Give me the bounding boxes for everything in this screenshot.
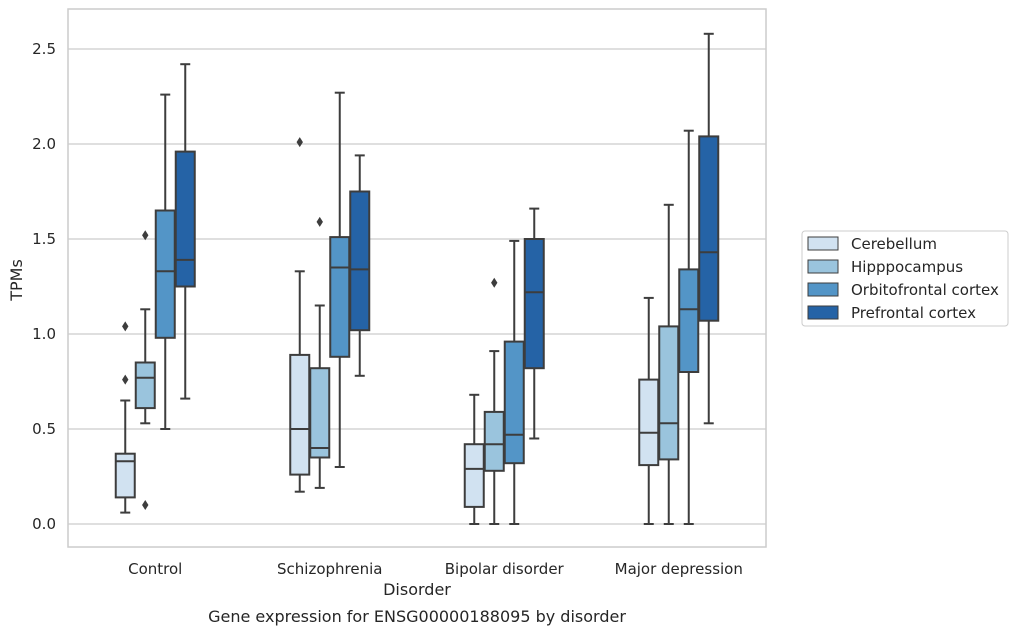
outlier-point — [316, 216, 323, 227]
y-tick-label: 2.0 — [32, 135, 56, 153]
box-hipppocampus — [658, 203, 680, 525]
y-axis-label: TPMs — [7, 259, 26, 302]
x-axis-ticks: Control Schizophrenia Bipolar disorder Majo… — [128, 560, 743, 578]
legend-label: Prefrontal cortex — [851, 304, 976, 322]
box-orbitofrontal-cortex — [678, 129, 700, 525]
y-tick-label: 1.5 — [32, 230, 56, 248]
legend-swatch — [807, 305, 839, 320]
outlier-point — [142, 500, 149, 510]
iqr-box — [483, 410, 505, 472]
legend-frame — [801, 230, 1009, 327]
box-prefrontal-cortex — [698, 32, 720, 425]
box-orbitofrontal-cortex — [503, 239, 525, 525]
box-orbitofrontal-cortex — [154, 93, 176, 430]
legend-label: Orbitofrontal cortex — [851, 281, 999, 299]
y-tick-label: 2.5 — [32, 40, 56, 58]
box-prefrontal-cortex — [349, 154, 371, 377]
box-orbitofrontal-cortex — [329, 91, 351, 468]
outlier-point — [122, 374, 129, 385]
y-axis-ticks: 0.0 0.5 1.0 1.5 2.0 2.5 — [32, 40, 56, 533]
iqr-box — [658, 325, 680, 461]
iqr-box — [349, 190, 371, 332]
x-axis-label: Disorder — [383, 580, 451, 599]
iqr-box — [523, 238, 545, 370]
iqr-box — [289, 353, 311, 476]
outlier-point — [142, 230, 149, 241]
legend-swatch — [807, 236, 839, 251]
iqr-box — [698, 135, 720, 322]
outlier-point — [296, 137, 303, 148]
y-tick-label: 0.0 — [32, 515, 56, 533]
iqr-box — [678, 268, 700, 373]
legend: Cerebellum Hipppocampus Orbitofrontal cort… — [801, 230, 1009, 327]
iqr-box — [114, 452, 136, 499]
box-hipppocampus — [483, 277, 505, 525]
iqr-box — [309, 367, 331, 459]
legend-label: Cerebellum — [851, 235, 937, 253]
box-hipppocampus — [309, 216, 331, 489]
x-tick-label: Major depression — [615, 560, 743, 578]
iqr-box — [503, 340, 525, 465]
box-cerebellum — [463, 393, 485, 525]
y-tick-label: 1.0 — [32, 325, 56, 343]
box-groups — [114, 32, 720, 525]
iqr-box — [174, 150, 196, 288]
x-tick-label: Control — [128, 560, 182, 578]
legend-swatch — [807, 259, 839, 274]
iqr-box — [154, 209, 176, 339]
chart-caption: Gene expression for ENSG00000188095 by d… — [208, 607, 626, 626]
box-cerebellum — [114, 321, 136, 514]
iqr-box — [134, 361, 156, 410]
x-tick-label: Bipolar disorder — [445, 560, 565, 578]
box-prefrontal-cortex — [174, 63, 196, 400]
plot-frame — [67, 8, 767, 548]
box-prefrontal-cortex — [523, 207, 545, 440]
iqr-box — [329, 236, 351, 358]
y-tick-label: 0.5 — [32, 420, 56, 438]
outlier-point — [491, 277, 498, 288]
iqr-box — [638, 378, 660, 467]
box-cerebellum — [289, 137, 311, 493]
iqr-box — [463, 443, 485, 508]
x-tick-label: Schizophrenia — [277, 560, 382, 578]
legend-swatch — [807, 282, 839, 297]
outlier-point — [122, 321, 129, 332]
legend-label: Hipppocampus — [851, 258, 963, 276]
box-cerebellum — [638, 296, 660, 525]
box-hipppocampus — [134, 230, 156, 510]
